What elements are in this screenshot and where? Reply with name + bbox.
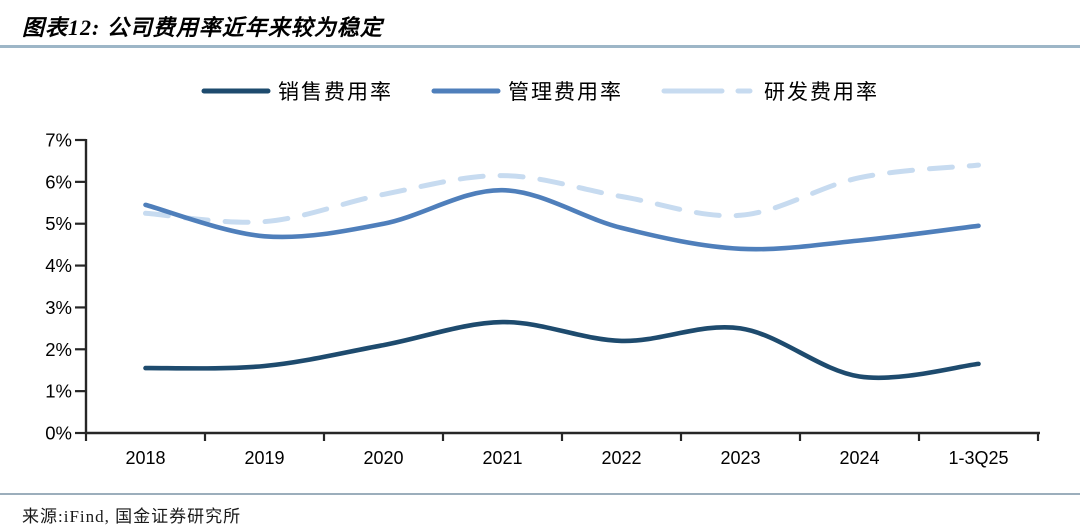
y-tick-label: 6%: [45, 171, 72, 192]
legend-label-sales: 销售费用率: [278, 80, 393, 104]
footer-divider: [0, 493, 1080, 495]
x-tick-label: 2021: [482, 448, 522, 468]
y-tick-label: 2%: [45, 339, 72, 360]
x-tick-label: 2019: [244, 448, 284, 468]
x-tick-label: 2024: [839, 448, 879, 468]
axis-lines: [84, 139, 1040, 435]
legend-label-admin: 管理费用率: [508, 80, 623, 104]
y-tick-label: 7%: [45, 130, 72, 151]
y-tick-label: 5%: [45, 213, 72, 234]
legend-item-rnd: 研发费用率: [661, 76, 879, 106]
x-tick-label: 2018: [125, 448, 165, 468]
y-tick-label: 3%: [45, 297, 72, 318]
x-tick-label: 2022: [601, 448, 641, 468]
y-tick-label: 0%: [45, 423, 72, 444]
x-tick-label: 1-3Q25: [948, 448, 1008, 468]
y-tick-label: 1%: [45, 381, 72, 402]
sales-line-swatch-icon: [201, 88, 271, 94]
admin-line-swatch-icon: [431, 88, 501, 94]
series-line-1: [143, 187, 981, 252]
source-note: 来源:iFind, 国金证券研究所: [22, 507, 242, 526]
y-tick-label: 4%: [45, 255, 72, 276]
legend-item-sales: 销售费用率: [201, 76, 393, 106]
series-line-0: [143, 319, 981, 381]
x-tick-label: 2023: [720, 448, 760, 468]
series-line-2: [143, 162, 981, 225]
legend-label-rnd: 研发费用率: [764, 80, 879, 104]
x-tick-label: 2020: [363, 448, 403, 468]
legend-item-admin: 管理费用率: [431, 76, 623, 106]
title-divider: [0, 45, 1080, 48]
figure-title: 图表12: 公司费用率近年来较为稳定: [22, 15, 383, 40]
chart-legend: 销售费用率 管理费用率 研发费用率: [0, 76, 1080, 106]
rnd-dashed-line-swatch-icon: [661, 88, 757, 94]
